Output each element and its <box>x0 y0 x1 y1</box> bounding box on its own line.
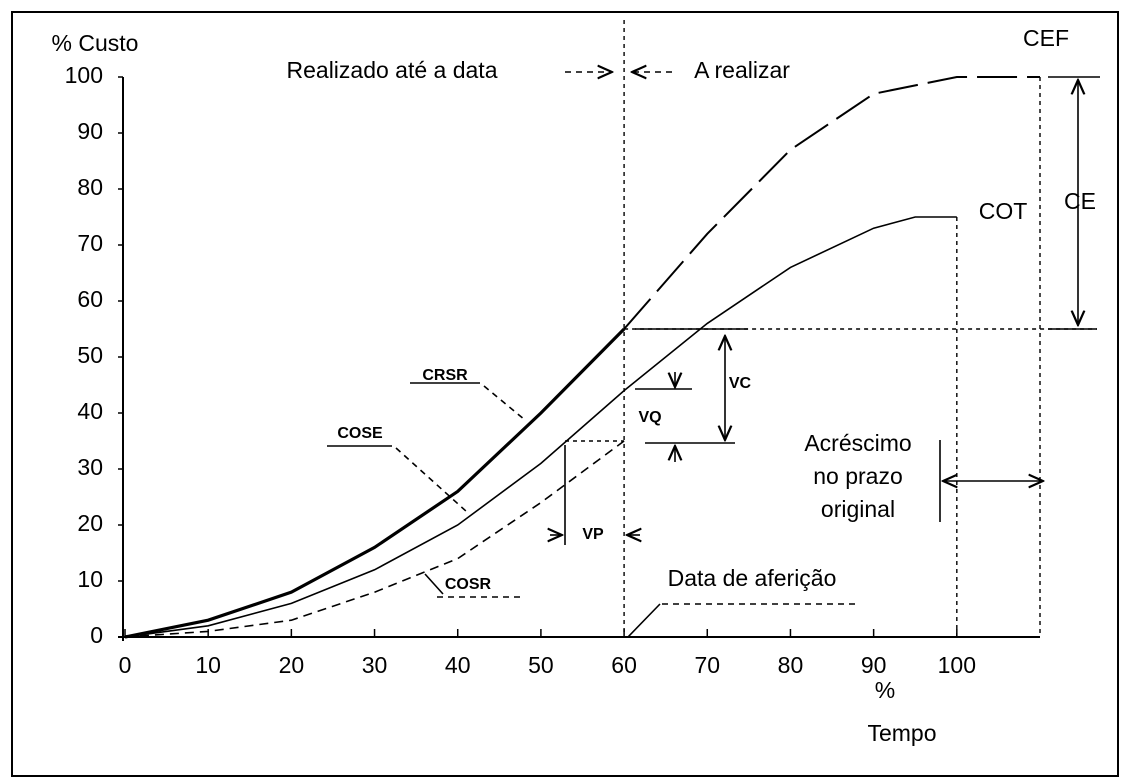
y-axis-label: % Custo <box>52 30 139 56</box>
x-axis-label: % <box>875 677 895 703</box>
x-tick-label: 100 <box>938 652 976 678</box>
annotation: Acréscimo <box>804 430 911 456</box>
y-tick-label: 40 <box>77 398 103 424</box>
x-tick-label: 0 <box>119 652 132 678</box>
annotation: COSE <box>337 425 383 442</box>
y-tick-label: 60 <box>77 286 103 312</box>
annotation: VP <box>582 526 604 543</box>
annotation: no prazo <box>813 463 903 489</box>
y-tick-label: 100 <box>65 62 103 88</box>
x-tick-label: 40 <box>445 652 471 678</box>
x-tick-label: 30 <box>362 652 388 678</box>
decorations <box>327 72 1100 638</box>
y-tick-label: 90 <box>77 118 103 144</box>
series-line <box>124 216 957 638</box>
annotation: VC <box>729 375 752 392</box>
annotation: Realizado até a data <box>287 57 498 83</box>
series-line <box>623 76 1040 330</box>
x-tick-label: 80 <box>778 652 804 678</box>
series-label: COT <box>979 198 1028 224</box>
x-axis-label: Tempo <box>867 720 936 746</box>
y-tick-label: 50 <box>77 342 103 368</box>
y-tick-label: 70 <box>77 230 103 256</box>
series-label: CRSR <box>422 367 468 384</box>
y-tick-label: 30 <box>77 454 103 480</box>
annotation: A realizar <box>694 57 790 83</box>
series-label: CEF <box>1023 25 1069 51</box>
y-tick-label: 20 <box>77 510 103 536</box>
x-tick-label: 60 <box>611 652 637 678</box>
x-tick-label: 20 <box>279 652 305 678</box>
annotation: Data de aferição <box>668 565 837 591</box>
annotation: original <box>821 496 895 522</box>
x-tick-label: 50 <box>528 652 554 678</box>
series-line <box>124 440 625 638</box>
x-tick-label: 90 <box>861 652 887 678</box>
series-line <box>124 327 626 639</box>
y-tick-label: 80 <box>77 174 103 200</box>
x-tick-label: 10 <box>195 652 221 678</box>
y-tick-label: 0 <box>90 622 103 648</box>
frame <box>11 11 1119 777</box>
x-tick-label: 70 <box>694 652 720 678</box>
annotation: VQ <box>638 409 661 426</box>
y-tick-label: 10 <box>77 566 103 592</box>
series-label: COSR <box>445 576 492 593</box>
annotation: CE <box>1064 188 1096 214</box>
